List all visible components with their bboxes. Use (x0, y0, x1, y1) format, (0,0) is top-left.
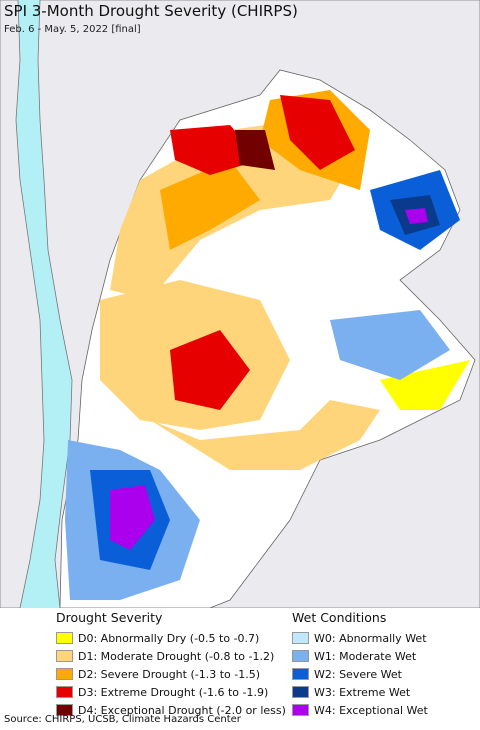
legend-item: D1: Moderate Drought (-0.8 to -1.2) (56, 647, 286, 665)
legend-title: Drought Severity (56, 610, 163, 625)
legend-item: D3: Extreme Drought (-1.6 to -1.9) (56, 683, 286, 701)
title: SPI 3-Month Drought Severity (CHIRPS) (4, 2, 298, 20)
legend-swatch (56, 668, 73, 680)
legend-swatch (292, 704, 309, 716)
legend-label: W2: Severe Wet (314, 667, 402, 681)
legend-swatch (56, 686, 73, 698)
legend-item: W3: Extreme Wet (292, 683, 428, 701)
legend-label: W1: Moderate Wet (314, 649, 417, 663)
legend-item: W1: Moderate Wet (292, 647, 428, 665)
legend-swatch (292, 686, 309, 698)
legend-swatch (292, 632, 309, 644)
legend-drought: Drought Severity D0: Abnormally Dry (-0.… (56, 610, 286, 719)
legend-label: D0: Abnormally Dry (-0.5 to -0.7) (78, 631, 260, 645)
wet-w1 (330, 310, 450, 380)
legend-label: D2: Severe Drought (-1.3 to -1.5) (78, 667, 261, 681)
legend-item: W2: Severe Wet (292, 665, 428, 683)
legend-item: D0: Abnormally Dry (-0.5 to -0.7) (56, 629, 286, 647)
legend-swatch (292, 668, 309, 680)
drought-d3 (280, 95, 355, 170)
legend-label: D1: Moderate Drought (-0.8 to -1.2) (78, 649, 275, 663)
legend-label: W0: Abnormally Wet (314, 631, 427, 645)
legend-swatch (56, 632, 73, 644)
subtitle: Feb. 6 - May. 5, 2022 [final] (4, 24, 141, 35)
drought-d1 (150, 400, 380, 470)
legend-item: W4: Exceptional Wet (292, 701, 428, 719)
legend-label: W3: Extreme Wet (314, 685, 411, 699)
drought-d4 (235, 130, 275, 170)
legend-swatch (56, 704, 73, 716)
legend-label: D4: Exceptional Drought (-2.0 or less) (78, 703, 286, 717)
drought-d0 (380, 360, 470, 410)
wet-w4 (110, 485, 155, 550)
wet-w4 (405, 208, 428, 224)
source: Source: CHIRPS, UCSB, Climate Hazards Ce… (4, 714, 241, 725)
legend-wet: Wet Conditions W0: Abnormally Wet W1: Mod… (292, 610, 428, 719)
legend-item: D2: Severe Drought (-1.3 to -1.5) (56, 665, 286, 683)
legend-swatch (292, 650, 309, 662)
drought-d3 (170, 330, 250, 410)
legend-swatch (56, 650, 73, 662)
legend-item: W0: Abnormally Wet (292, 629, 428, 647)
legend-label: W4: Exceptional Wet (314, 703, 428, 717)
legend-item: D4: Exceptional Drought (-2.0 or less) (56, 701, 286, 719)
drought-d2 (160, 160, 260, 250)
land-west (0, 0, 45, 608)
map (0, 0, 480, 608)
legend-label: D3: Extreme Drought (-1.6 to -1.9) (78, 685, 269, 699)
legend-title: Wet Conditions (292, 610, 387, 625)
